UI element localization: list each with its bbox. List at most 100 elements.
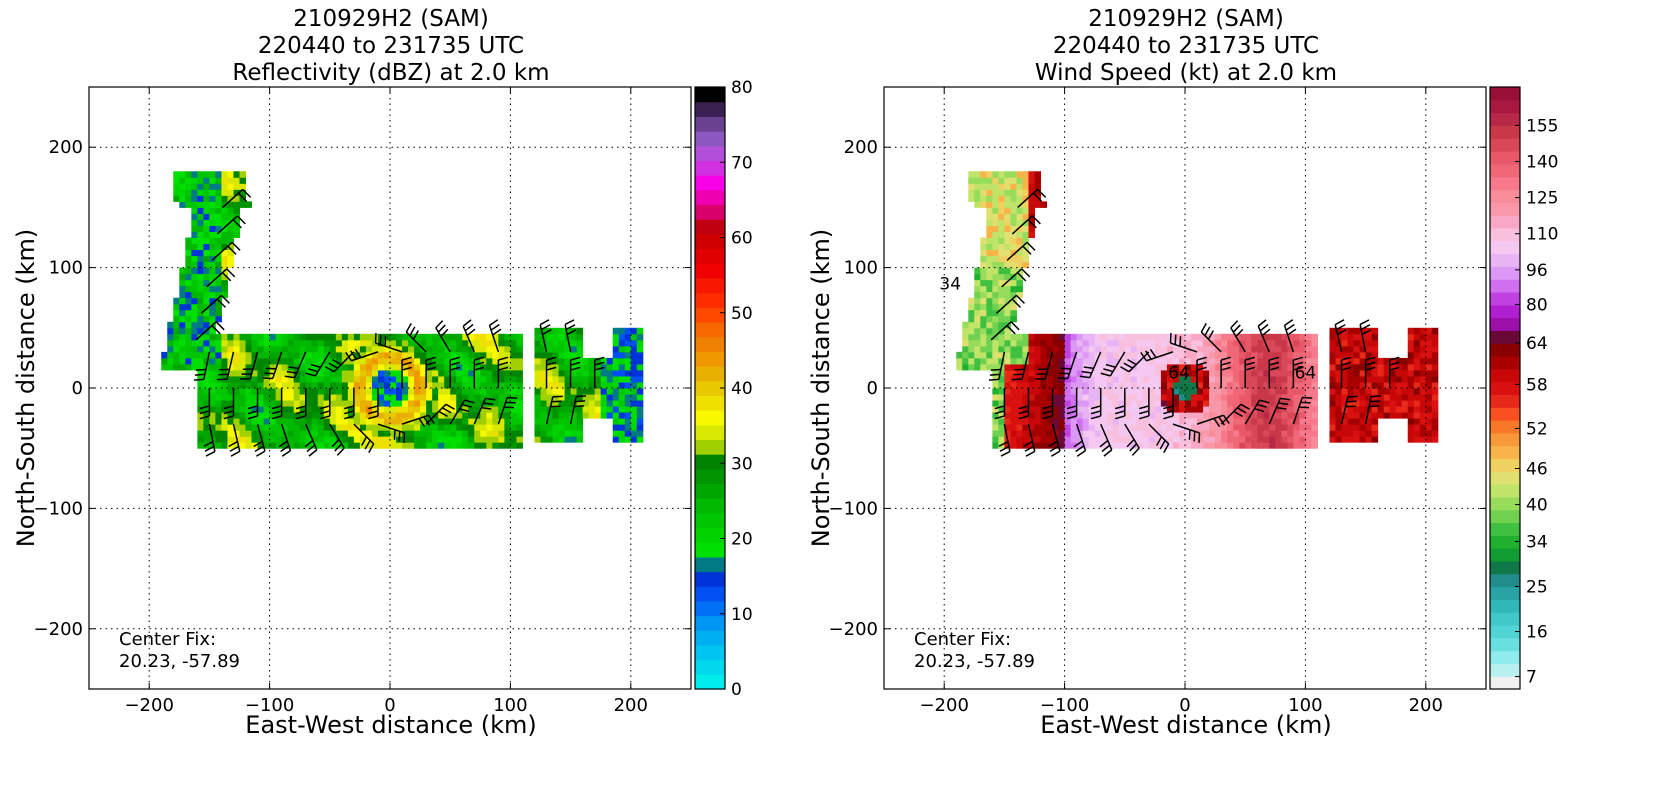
data-cell — [408, 351, 415, 359]
data-cell — [221, 255, 228, 263]
data-cell — [1407, 339, 1415, 347]
data-cell — [299, 357, 307, 365]
data-cell — [558, 363, 566, 371]
colorbar-tick-label: 50 — [731, 304, 753, 324]
data-cell — [1251, 400, 1258, 407]
data-cell — [1281, 339, 1288, 347]
wind-barb — [990, 321, 1012, 341]
data-cell — [1088, 412, 1096, 419]
data-cell — [1281, 375, 1288, 383]
wind-barb-feather — [1066, 410, 1077, 415]
data-cell — [1022, 243, 1029, 251]
data-cell — [203, 201, 210, 208]
data-cell — [323, 388, 331, 395]
wind-barb-feather — [990, 368, 1001, 371]
data-cell — [1293, 388, 1300, 395]
data-cell — [1419, 412, 1427, 419]
data-cell — [998, 213, 1005, 220]
colorbar-segment — [1490, 509, 1520, 524]
data-cell — [480, 394, 487, 401]
data-cell — [992, 369, 999, 377]
data-cell — [359, 412, 367, 419]
data-cell — [1010, 436, 1017, 443]
data-cell — [1028, 171, 1035, 178]
data-cell — [974, 297, 981, 305]
wind-barb-feather — [1120, 366, 1130, 373]
colorbar-segment — [695, 145, 725, 162]
data-cell — [341, 418, 349, 425]
colorbar-segment — [695, 512, 725, 529]
data-cell — [1377, 363, 1385, 371]
data-cell — [341, 442, 349, 449]
data-cell — [215, 315, 222, 323]
data-cell — [1136, 351, 1144, 359]
wind-barb-feather — [1360, 324, 1371, 331]
data-cell — [1112, 400, 1120, 407]
data-cell — [383, 345, 391, 353]
data-cell — [1154, 400, 1162, 407]
data-cell — [287, 418, 295, 425]
data-cell — [998, 201, 1005, 208]
data-cell — [1016, 219, 1023, 226]
data-cell — [992, 183, 999, 190]
data-cell — [371, 400, 379, 407]
data-cell — [191, 315, 198, 323]
data-cell — [1371, 394, 1379, 401]
data-cell — [1004, 418, 1011, 425]
data-cell — [474, 345, 481, 353]
data-cell — [1251, 369, 1258, 377]
data-cell — [1052, 436, 1060, 443]
data-cell — [1124, 363, 1132, 371]
data-field — [956, 171, 1439, 449]
data-cell — [173, 333, 180, 341]
data-cell — [209, 406, 216, 413]
data-cell — [239, 363, 247, 371]
data-cell — [474, 363, 481, 371]
data-cell — [1293, 400, 1300, 407]
data-cell — [1070, 333, 1078, 341]
wind-barb-feather — [483, 402, 494, 406]
data-cell — [992, 345, 999, 353]
data-cell — [986, 201, 993, 208]
data-cell — [245, 430, 253, 437]
colorbar-segment — [1490, 548, 1520, 562]
data-cell — [239, 424, 247, 431]
data-cell — [462, 369, 469, 377]
data-cell — [239, 357, 247, 365]
data-cell — [215, 243, 222, 251]
data-cell — [173, 171, 180, 178]
data-cell — [1010, 171, 1017, 178]
data-cell — [1010, 351, 1017, 359]
data-cell — [504, 381, 511, 389]
data-cell — [1046, 430, 1054, 437]
wind-barb-feather — [401, 361, 412, 366]
data-cell — [221, 406, 228, 413]
data-cell — [420, 375, 427, 383]
data-cell — [1425, 381, 1433, 389]
data-cell — [480, 418, 487, 425]
data-cell — [1004, 339, 1011, 347]
data-cell — [492, 412, 499, 419]
data-cell — [534, 345, 541, 353]
data-cell — [257, 442, 265, 449]
data-cell — [335, 345, 343, 353]
grid — [89, 87, 691, 689]
wind-barb-feather — [1233, 410, 1243, 418]
data-cell — [456, 442, 463, 449]
data-cell — [612, 339, 620, 347]
data-cell — [1046, 400, 1054, 407]
data-cell — [498, 333, 505, 341]
data-cell — [1052, 412, 1060, 419]
data-cell — [1191, 418, 1198, 425]
data-cell — [456, 394, 463, 401]
data-cell — [299, 375, 307, 383]
data-cell — [1209, 363, 1216, 371]
data-cell — [215, 291, 222, 299]
data-cell — [371, 351, 379, 359]
colorbar-tick-label: 7 — [1526, 668, 1537, 688]
data-cell — [1197, 394, 1204, 401]
data-cell — [968, 171, 975, 178]
data-cell — [1401, 363, 1409, 371]
data-cell — [1263, 345, 1270, 353]
